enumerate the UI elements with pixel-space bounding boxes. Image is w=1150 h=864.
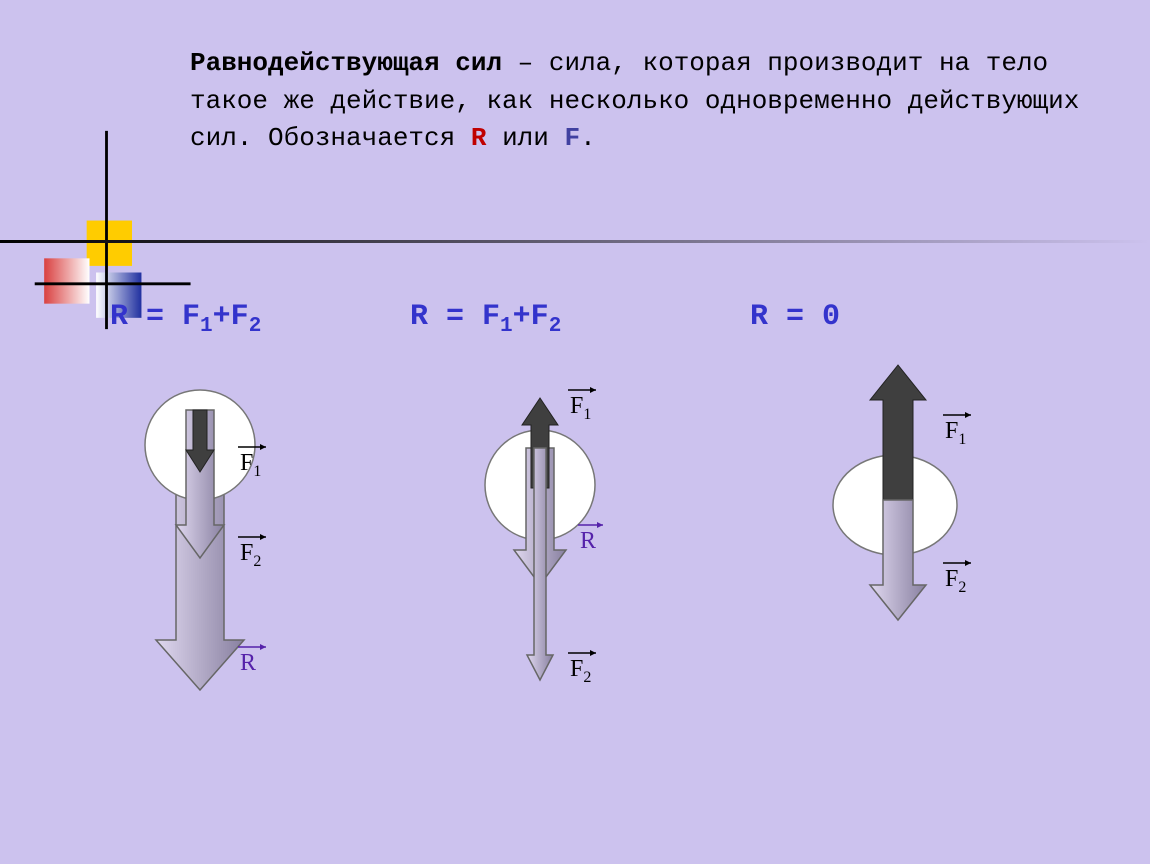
- diagrams-svg: F1 F2 R F1 R F2 F1: [0, 360, 1150, 860]
- symbol-F: F: [564, 123, 580, 153]
- formula-1: R = F1+F2: [110, 300, 261, 338]
- label-F1: F1: [570, 393, 591, 423]
- label-F2: F2: [945, 566, 966, 596]
- term: Равнодействующая сил: [190, 48, 502, 78]
- formula-2: R = F1+F2: [410, 300, 561, 338]
- label-R: R: [240, 650, 256, 676]
- formula-3: R = 0: [750, 300, 840, 334]
- label-F2: F2: [240, 540, 261, 570]
- diagram-3: F1 F2: [833, 365, 971, 620]
- definition-text: Равнодействующая сил – сила, которая про…: [190, 45, 1110, 158]
- label-F1: F1: [945, 418, 966, 448]
- symbol-R: R: [471, 123, 487, 153]
- label-F1: F1: [240, 450, 261, 480]
- diagram-2: F1 R F2: [485, 387, 603, 686]
- label-R: R: [580, 528, 596, 554]
- diagram-1: F1 F2 R: [145, 390, 266, 690]
- divider-line: [0, 240, 1150, 244]
- slide-logo: [30, 120, 150, 240]
- logo-sq-red: [44, 258, 89, 303]
- label-F2: F2: [570, 656, 591, 686]
